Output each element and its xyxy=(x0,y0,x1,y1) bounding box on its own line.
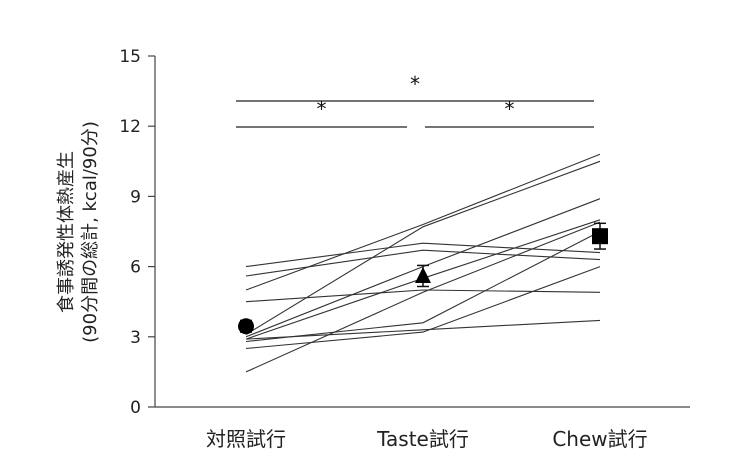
x-category-labels: 対照試行 Taste試行 Chew試行 xyxy=(206,427,648,451)
y-axis-title: 食事誘発性体熱産生 (90分間の総計, kcal/90分) xyxy=(56,121,101,343)
individual-line xyxy=(245,242,601,268)
individual-line xyxy=(245,221,601,373)
y-tick-label: 3 xyxy=(130,328,141,348)
mean-marker-square xyxy=(592,228,608,245)
significance-star: * xyxy=(410,72,420,96)
individual-line xyxy=(245,153,601,291)
individual-line xyxy=(245,289,601,303)
y-tick-label: 15 xyxy=(119,47,141,67)
y-tick-label: 6 xyxy=(130,258,141,278)
significance-star: * xyxy=(317,97,327,121)
mean-markers xyxy=(238,222,608,335)
individual-line xyxy=(245,266,601,350)
mean-marker-circle xyxy=(238,318,254,335)
y-tick-label: 0 xyxy=(130,398,141,418)
mean-marker-triangle xyxy=(415,266,431,283)
x-category-label: Taste試行 xyxy=(376,427,469,451)
individual-lines xyxy=(245,153,601,373)
individual-line xyxy=(245,249,601,277)
individual-line xyxy=(245,319,601,340)
x-category-label: 対照試行 xyxy=(206,427,286,451)
y-tick-label: 9 xyxy=(130,187,141,207)
individual-line xyxy=(245,160,601,335)
y-ticks: 0 3 6 9 12 15 xyxy=(119,47,155,418)
x-category-label: Chew試行 xyxy=(552,427,647,451)
significance-star: * xyxy=(505,97,515,121)
y-axis-title-line1: 食事誘発性体熱産生 xyxy=(56,151,77,313)
individual-line xyxy=(245,231,601,343)
y-axis-title-line2: (90分間の総計, kcal/90分) xyxy=(80,121,101,343)
significance-brackets: * * * xyxy=(236,72,594,128)
y-tick-label: 12 xyxy=(119,117,141,137)
